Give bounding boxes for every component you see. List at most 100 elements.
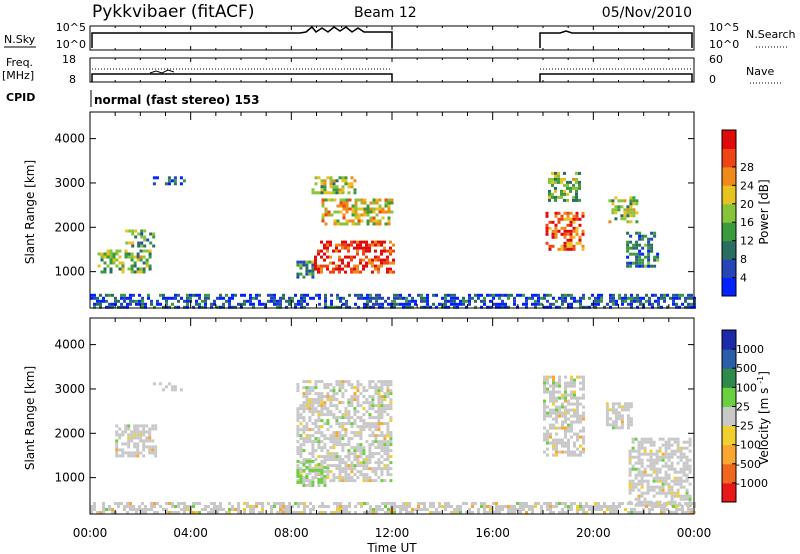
data-cell [569,244,573,248]
data-cell [148,436,152,440]
data-cell [438,511,441,514]
data-cell [378,219,382,223]
data-cell [124,249,128,253]
data-cell [123,296,126,300]
data-cell [357,219,361,223]
data-cell [632,214,636,218]
data-cell [655,491,659,495]
data-cell [650,246,654,250]
data-cell [620,408,624,412]
data-cell [371,404,375,408]
data-cell [126,302,129,306]
data-cell [648,299,651,303]
data-cell [303,505,306,508]
data-cell [609,505,612,508]
data-cell [368,446,372,450]
data-cell [420,305,423,309]
data-cell [630,511,633,514]
data-cell [558,396,561,400]
data-cell [620,205,624,209]
data-cell [441,505,444,508]
data-cell [279,502,282,505]
data-cell [366,305,369,309]
data-cell [528,508,531,511]
data-cell [356,395,360,399]
data-cell [678,305,681,309]
data-cell [142,261,146,265]
data-cell [359,464,363,468]
data-cell [347,413,351,417]
data-cell [353,473,357,477]
data-cell [356,401,360,405]
data-cell [305,386,309,390]
data-cell [664,479,668,483]
data-cell [368,404,372,408]
y-tick-label: 2000 [54,220,85,234]
data-cell [570,402,573,406]
data-cell [627,502,630,505]
data-cell [171,505,174,508]
data-cell [670,452,674,456]
data-cell [483,505,486,508]
data-cell [549,408,552,412]
data-cell [682,470,686,474]
data-cell [543,408,546,412]
data-cell [387,204,391,208]
data-cell [186,305,189,309]
data-cell [468,293,471,297]
data-cell [130,270,134,274]
data-cell [545,223,549,227]
nsky-trace [91,25,693,48]
data-cell [383,446,387,450]
data-cell [323,455,327,459]
data-cell [664,470,668,474]
data-cell [320,270,323,274]
data-cell [374,470,378,474]
data-cell [435,293,438,297]
data-cell [124,442,128,446]
data-cell [258,502,261,505]
data-cell [371,380,375,384]
data-cell [320,188,324,192]
data-cell [258,299,261,303]
data-cell [411,299,414,303]
data-cell [377,243,380,247]
data-cell [549,396,552,400]
data-cell [249,508,252,511]
data-cell [362,264,365,268]
data-cell [489,511,492,514]
data-cell [564,299,567,303]
data-cell [456,305,459,309]
data-cell [133,442,137,446]
freq-label-line1: Freq. [6,56,33,69]
data-cell [314,392,318,396]
data-cell [165,502,168,505]
data-cell [183,511,186,514]
data-cell [368,261,371,265]
data-cell [649,488,653,492]
data-cell [111,305,114,309]
data-cell [356,270,359,274]
data-cell [537,302,540,306]
data-cell [670,464,674,468]
data-cell [216,508,219,511]
data-cell [348,293,351,297]
data-cell [380,386,384,390]
data-cell [576,435,579,439]
data-cell [320,462,324,466]
data-cell [309,511,312,514]
data-cell [192,502,195,505]
data-cell [658,455,662,459]
data-cell [640,452,644,456]
data-cell [408,502,411,505]
data-cell [375,219,379,223]
data-cell [543,438,546,442]
data-cell [142,427,146,431]
data-cell [444,299,447,303]
data-cell [305,465,309,469]
data-cell [150,505,153,508]
data-cell [566,247,570,251]
nsky-panel: N.Sky 10^5 10^0 10^5 10^0 N.Search [4,21,796,51]
data-cell [261,502,264,505]
data-cell [314,440,318,444]
